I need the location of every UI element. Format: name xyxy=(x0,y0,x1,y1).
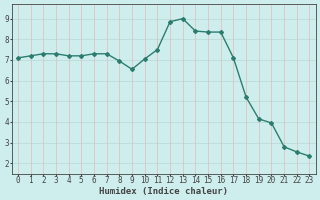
X-axis label: Humidex (Indice chaleur): Humidex (Indice chaleur) xyxy=(99,187,228,196)
